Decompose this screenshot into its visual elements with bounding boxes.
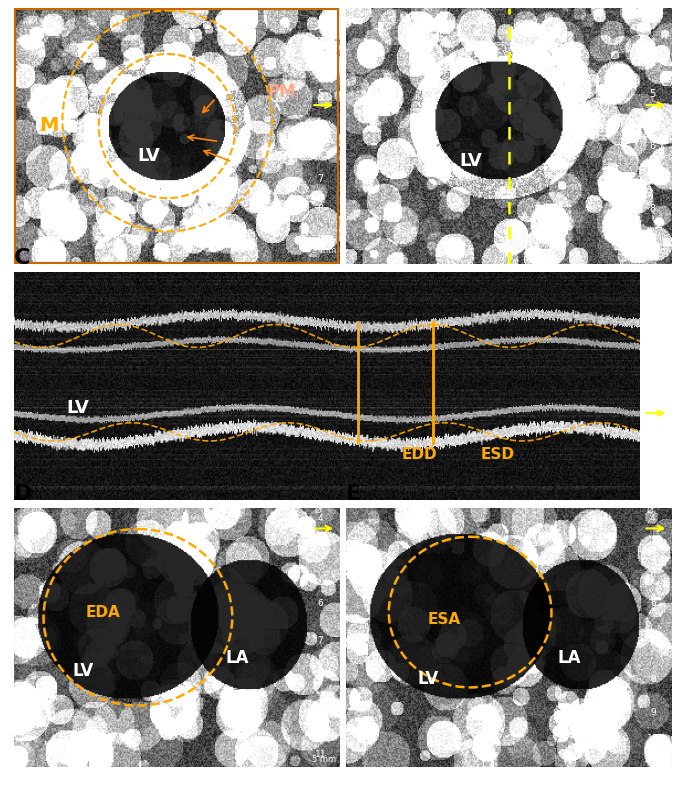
Text: B: B — [346, 0, 363, 4]
Text: LV: LV — [66, 399, 89, 417]
Text: 11: 11 — [315, 750, 326, 759]
Text: 5: 5 — [318, 558, 323, 567]
Text: 7: 7 — [317, 174, 324, 184]
Text: D: D — [14, 484, 32, 504]
Text: LA: LA — [558, 649, 581, 667]
Text: EDD: EDD — [401, 447, 437, 462]
Text: 8: 8 — [318, 205, 323, 215]
Text: 5: 5 — [317, 90, 324, 99]
Text: ⌀: ⌀ — [647, 273, 654, 286]
Text: M: M — [40, 116, 59, 135]
Text: 7: 7 — [649, 174, 656, 184]
Text: 8: 8 — [318, 674, 323, 684]
Text: 5: 5 — [650, 558, 656, 567]
Text: LV: LV — [460, 153, 482, 171]
Text: 7: 7 — [318, 636, 323, 645]
Text: 9: 9 — [318, 708, 323, 718]
Text: ESA: ESA — [427, 612, 460, 627]
Text: 10: 10 — [647, 734, 658, 744]
Text: 9.9: 9.9 — [646, 447, 660, 456]
Text: 11.9: 11.9 — [643, 482, 663, 490]
Text: 11: 11 — [647, 750, 658, 759]
Text: 4: 4 — [650, 514, 656, 523]
Text: ⌀: ⌀ — [647, 504, 653, 515]
Text: PM: PM — [267, 83, 296, 102]
Text: 6: 6 — [650, 141, 656, 150]
Text: 8: 8 — [650, 674, 656, 684]
Text: 7: 7 — [650, 636, 656, 645]
Text: 6: 6 — [650, 600, 656, 608]
Text: 3.1: 3.1 — [646, 279, 660, 287]
Text: 9: 9 — [650, 708, 656, 718]
Text: LA: LA — [225, 649, 249, 667]
Text: E: E — [346, 484, 361, 504]
Text: ⌀: ⌀ — [314, 504, 321, 515]
Text: 3 mm: 3 mm — [644, 756, 668, 764]
Text: 9: 9 — [318, 235, 323, 246]
Text: 4: 4 — [318, 514, 323, 523]
Text: 4: 4 — [318, 39, 323, 48]
Text: LV: LV — [137, 147, 160, 165]
Text: 6: 6 — [318, 600, 323, 608]
Text: 5: 5 — [649, 90, 656, 99]
Text: 4: 4 — [650, 39, 656, 48]
Text: 6: 6 — [318, 141, 323, 150]
Text: EDA: EDA — [85, 604, 120, 619]
Text: 9: 9 — [650, 235, 656, 246]
Text: 3.9: 3.9 — [646, 305, 660, 315]
Text: 7.9: 7.9 — [646, 406, 660, 415]
Text: 8: 8 — [650, 205, 656, 215]
Text: 3 mm: 3 mm — [312, 246, 336, 256]
Text: ESD: ESD — [481, 447, 514, 462]
Text: LV: LV — [73, 663, 94, 681]
Text: A: A — [14, 0, 31, 4]
Text: 10: 10 — [315, 734, 326, 744]
Text: 5.9: 5.9 — [646, 351, 660, 360]
Text: LV: LV — [417, 671, 439, 688]
Text: 3 mm: 3 mm — [644, 246, 668, 256]
Text: C: C — [14, 248, 30, 268]
Text: 5 mm: 5 mm — [312, 756, 336, 764]
